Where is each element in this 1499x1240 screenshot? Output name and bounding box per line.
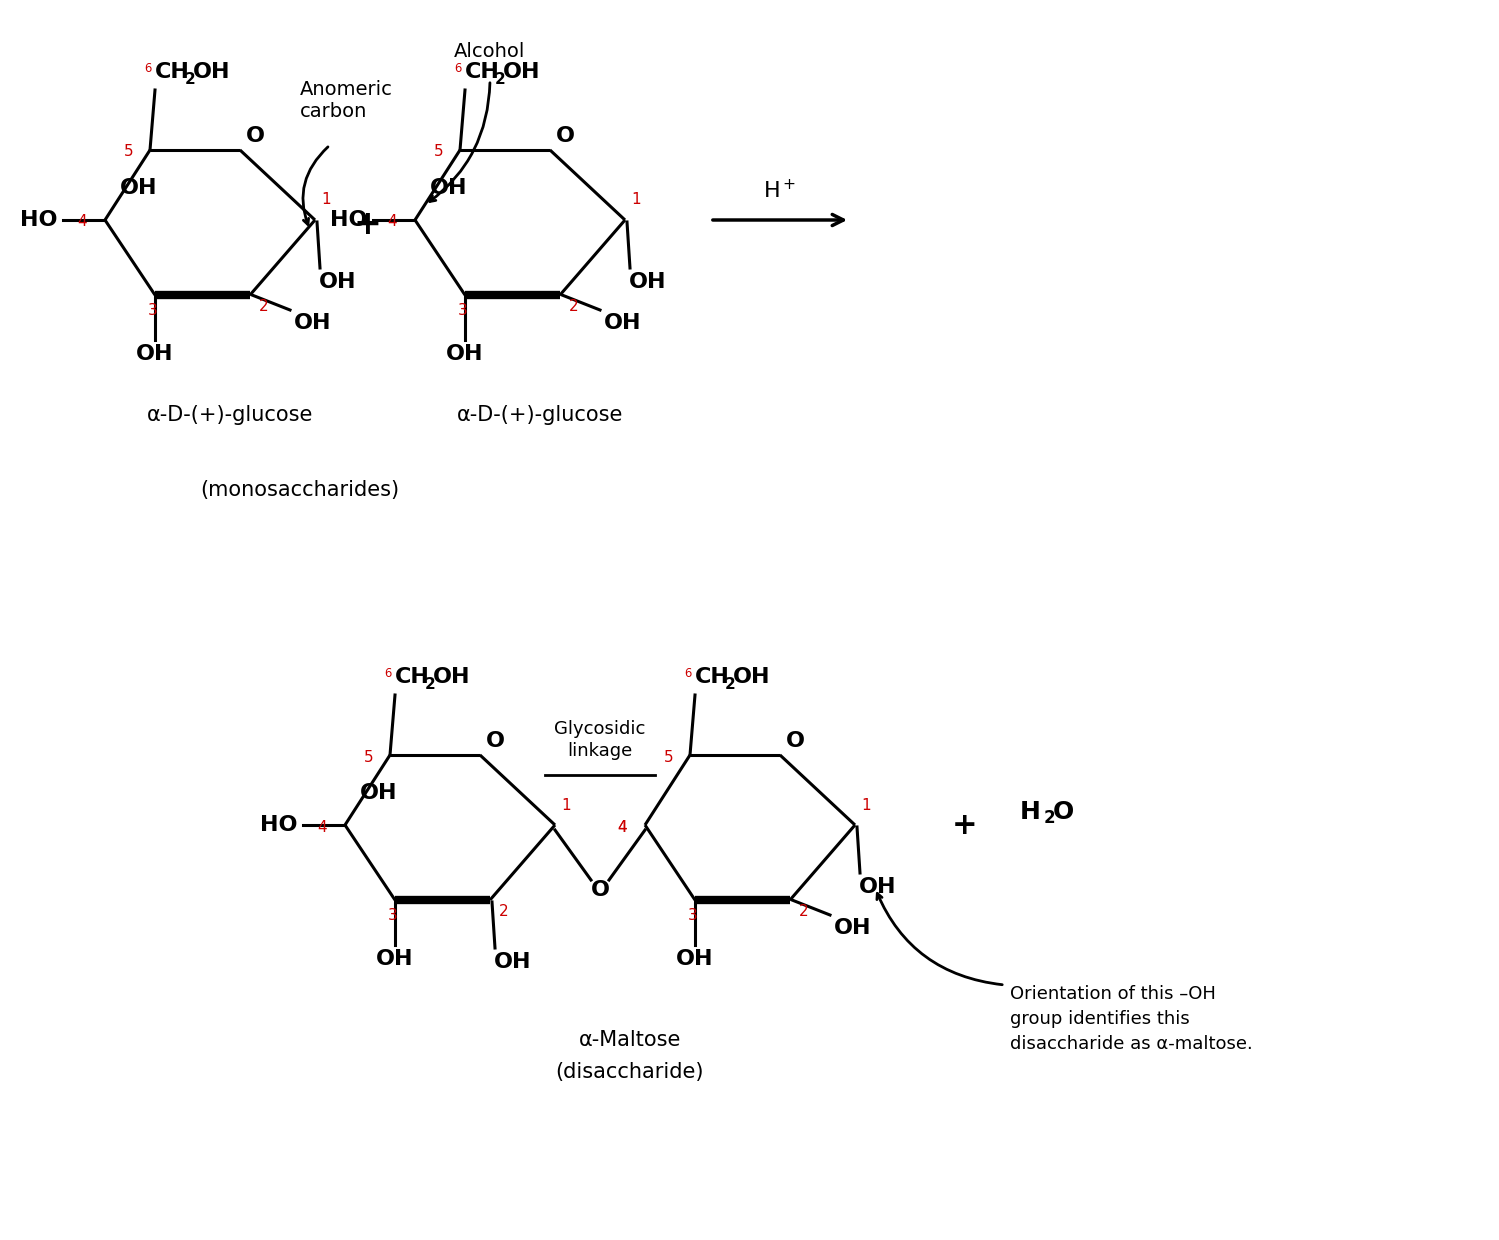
Text: CH: CH — [154, 62, 190, 82]
Text: 2: 2 — [499, 904, 508, 919]
Text: CH: CH — [696, 667, 730, 687]
Text: $^6$: $^6$ — [684, 670, 693, 687]
Text: Alcohol: Alcohol — [454, 42, 526, 61]
Text: α-Maltose: α-Maltose — [579, 1030, 681, 1050]
Text: 1: 1 — [860, 797, 871, 812]
Text: OH: OH — [376, 949, 414, 968]
Text: 1: 1 — [631, 192, 640, 207]
Text: HO: HO — [330, 210, 367, 229]
Text: Anomeric
carbon: Anomeric carbon — [300, 81, 393, 122]
Text: 2: 2 — [726, 677, 736, 692]
Text: 2: 2 — [184, 72, 196, 87]
Text: O: O — [556, 126, 576, 146]
Text: α-D-(+)-glucose: α-D-(+)-glucose — [457, 405, 624, 425]
Text: OH: OH — [630, 272, 667, 291]
Text: 3: 3 — [459, 303, 468, 317]
Text: OH: OH — [360, 782, 397, 804]
Text: O: O — [486, 732, 505, 751]
Text: O: O — [1052, 800, 1075, 825]
Text: H$^+$: H$^+$ — [763, 179, 796, 202]
Text: O: O — [591, 880, 610, 900]
Text: 5: 5 — [664, 749, 675, 765]
Text: OH: OH — [136, 343, 174, 365]
Text: OH: OH — [495, 952, 532, 972]
Text: 3: 3 — [388, 908, 397, 923]
Text: (disaccharide): (disaccharide) — [556, 1061, 705, 1083]
Text: 2: 2 — [259, 299, 268, 314]
Text: O: O — [246, 126, 265, 146]
Text: CH: CH — [396, 667, 430, 687]
Text: $^6$: $^6$ — [384, 670, 393, 687]
Text: OH: OH — [294, 312, 331, 334]
Text: $^6$: $^6$ — [144, 64, 153, 82]
Text: CH: CH — [465, 62, 499, 82]
Text: OH: OH — [120, 179, 157, 198]
Text: OH: OH — [504, 62, 541, 82]
Text: +: + — [952, 811, 977, 839]
Text: Glycosidic
linkage: Glycosidic linkage — [555, 720, 646, 760]
Text: 5: 5 — [435, 145, 444, 160]
Text: 1: 1 — [561, 797, 571, 812]
Text: 4: 4 — [618, 820, 627, 835]
Text: OH: OH — [604, 312, 642, 334]
Text: HO: HO — [261, 815, 298, 835]
Text: +: + — [354, 208, 381, 242]
Text: 4: 4 — [618, 820, 627, 835]
Text: 2: 2 — [495, 72, 505, 87]
Text: 5: 5 — [124, 145, 133, 160]
Text: OH: OH — [447, 343, 484, 365]
Text: 4: 4 — [78, 215, 87, 229]
Text: 2: 2 — [1043, 808, 1055, 827]
Text: 4: 4 — [318, 820, 327, 835]
Text: OH: OH — [733, 667, 770, 687]
Text: 3: 3 — [148, 303, 157, 317]
Text: OH: OH — [676, 949, 714, 968]
Text: OH: OH — [433, 667, 471, 687]
Text: OH: OH — [193, 62, 231, 82]
Text: 2: 2 — [570, 299, 579, 314]
Text: OH: OH — [430, 179, 468, 198]
Text: 3: 3 — [688, 908, 699, 923]
Text: 5: 5 — [364, 749, 373, 765]
Text: HO: HO — [21, 210, 58, 229]
Text: $^6$: $^6$ — [454, 64, 463, 82]
Text: (monosaccharides): (monosaccharides) — [199, 480, 399, 500]
Text: 2: 2 — [799, 904, 808, 919]
Text: O: O — [785, 732, 805, 751]
Text: 2: 2 — [426, 677, 436, 692]
Text: OH: OH — [859, 877, 896, 897]
Text: OH: OH — [319, 272, 357, 291]
Text: 1: 1 — [321, 192, 331, 207]
Text: H: H — [1019, 800, 1040, 825]
Text: Orientation of this –OH
group identifies this
disaccharide as α-maltose.: Orientation of this –OH group identifies… — [1010, 985, 1253, 1053]
Text: 4: 4 — [387, 215, 397, 229]
Text: OH: OH — [833, 918, 871, 937]
Text: α-D-(+)-glucose: α-D-(+)-glucose — [147, 405, 313, 425]
